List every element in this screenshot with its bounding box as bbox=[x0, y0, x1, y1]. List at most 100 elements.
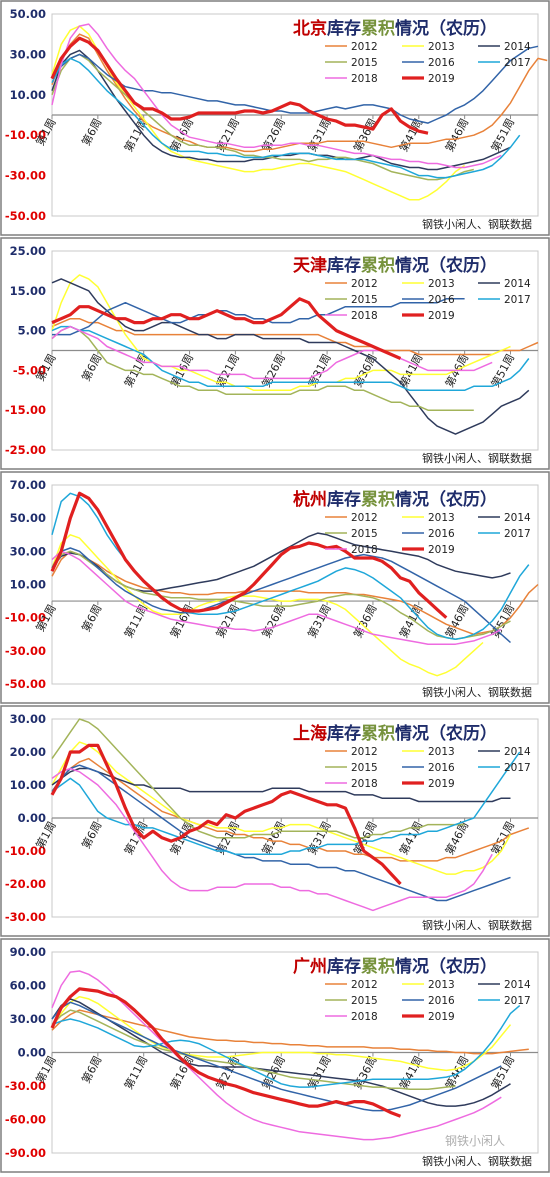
y-tick-label: 50.00 bbox=[10, 7, 46, 21]
legend-label: 2014 bbox=[504, 512, 531, 524]
legend-label: 2016 bbox=[428, 528, 455, 540]
y-tick-label: -60.00 bbox=[5, 1113, 46, 1127]
series-line-2016 bbox=[51, 45, 539, 124]
y-tick-label: 30.00 bbox=[10, 47, 46, 61]
y-tick-label: 50.00 bbox=[10, 511, 46, 525]
series-line-2017 bbox=[51, 1005, 521, 1088]
series-line-2015 bbox=[51, 1009, 456, 1091]
series-line-2015 bbox=[51, 325, 474, 411]
chart-title: 天津库存累积情况（农历） bbox=[293, 255, 497, 276]
y-tick-label: -30.00 bbox=[5, 169, 46, 183]
chart-svg: 90.0060.0030.000.00-30.00-60.00-90.00第1周… bbox=[0, 938, 550, 1173]
legend-label: 2019 bbox=[428, 1011, 455, 1023]
chart-title: 上海库存累积情况（农历） bbox=[293, 723, 497, 744]
chart-panel: 70.00 50.00 30.00 10.00 -10.00 -30.00 -50.00 第1… bbox=[0, 471, 550, 704]
legend-label: 2012 bbox=[351, 979, 378, 991]
series-line-2012 bbox=[51, 550, 539, 636]
y-tick-label: -10.00 bbox=[5, 844, 46, 858]
series-line-2016 bbox=[51, 547, 511, 644]
legend-label: 2017 bbox=[504, 995, 531, 1007]
title-part: 库存 bbox=[327, 18, 361, 39]
y-tick-label: -5.00 bbox=[13, 363, 46, 377]
series-line-2016 bbox=[52, 298, 465, 336]
legend-label: 2017 bbox=[504, 294, 531, 306]
legend-label: 2018 bbox=[351, 544, 378, 556]
series-line-2013 bbox=[51, 25, 466, 201]
legend-label: 2019 bbox=[428, 73, 455, 85]
legend-label: 2019 bbox=[428, 778, 455, 790]
y-tick-label: 10.00 bbox=[10, 778, 46, 792]
series-line-2018 bbox=[51, 23, 502, 169]
y-tick-label: -50.00 bbox=[5, 209, 46, 223]
legend-label: 2018 bbox=[351, 310, 378, 322]
title-part: 累积 bbox=[361, 957, 395, 977]
y-tick-label: 0.00 bbox=[18, 1046, 46, 1060]
legend-label: 2015 bbox=[351, 995, 378, 1007]
y-tick-label: 10.00 bbox=[10, 578, 46, 592]
series-line-2019 bbox=[50, 987, 402, 1118]
series-line-2014 bbox=[51, 998, 511, 1107]
series-line-2019 bbox=[50, 743, 402, 886]
legend-label: 2017 bbox=[504, 762, 531, 774]
legend-label: 2015 bbox=[351, 528, 378, 540]
legend-label: 2017 bbox=[504, 57, 531, 69]
source-note: 钢铁小闲人、钢联数据 bbox=[422, 451, 532, 465]
series-line-2012 bbox=[51, 317, 539, 356]
title-part: 情况（农历） bbox=[395, 956, 497, 977]
watermark: 钢铁小闲人 bbox=[445, 1134, 505, 1148]
y-tick-label: 0.00 bbox=[18, 811, 46, 825]
legend-label: 2015 bbox=[351, 294, 378, 306]
y-tick-label: -10.00 bbox=[5, 611, 46, 625]
title-part: 库存 bbox=[327, 489, 361, 510]
legend-label: 2013 bbox=[428, 979, 455, 991]
chart-panel: 50.00 30.00 10.00 -10.00 -30.00 -50.00 第1周 第6周第… bbox=[0, 0, 550, 236]
series-line-2016 bbox=[51, 1001, 502, 1112]
series-line-2014 bbox=[51, 278, 530, 435]
y-tick-label: 5.00 bbox=[18, 324, 46, 338]
legend-label: 2013 bbox=[428, 746, 455, 758]
series-line-2017 bbox=[51, 57, 521, 179]
legend-label: 2012 bbox=[351, 278, 378, 290]
source-note: 钢铁小闲人、钢联数据 bbox=[422, 1154, 532, 1168]
series-line-2019 bbox=[50, 36, 429, 135]
title-part: 累积 bbox=[361, 256, 395, 276]
title-part: 库存 bbox=[327, 255, 361, 276]
series-line-2014 bbox=[51, 767, 511, 803]
chart-panel: 30.00 20.00 10.00 0.00 -10.00 -20.00 -30.00 第1周… bbox=[0, 705, 550, 937]
chart-frame bbox=[0, 237, 550, 470]
title-part: 库存 bbox=[327, 723, 361, 744]
chart-panel: 90.00 60.00 30.00 0.00 -30.00 -60.00 -90.00 第1周… bbox=[0, 938, 550, 1173]
y-tick-label: 30.00 bbox=[10, 712, 46, 726]
chart-svg: 70.0050.0030.0010.00-10.00-30.00-50.00第1… bbox=[0, 471, 550, 704]
source-note: 钢铁小闲人、钢联数据 bbox=[422, 918, 532, 932]
chart-title: 北京库存累积情况（农历） bbox=[293, 18, 497, 39]
title-part: 情况（农历） bbox=[395, 18, 497, 39]
legend-label: 2014 bbox=[504, 41, 531, 53]
series-line-2019 bbox=[50, 491, 448, 619]
series-line-2018 bbox=[51, 767, 493, 912]
legend-label: 2012 bbox=[351, 41, 378, 53]
series-line-2016 bbox=[51, 764, 511, 902]
title-part: 情况（农历） bbox=[395, 489, 497, 510]
series-line-2015 bbox=[51, 718, 465, 839]
y-tick-label: 90.00 bbox=[10, 945, 46, 959]
legend-label: 2016 bbox=[428, 294, 455, 306]
y-tick-label: 70.00 bbox=[10, 478, 46, 492]
y-tick-label: -30.00 bbox=[5, 910, 46, 924]
title-city: 上海 bbox=[293, 723, 327, 744]
legend-label: 2018 bbox=[351, 73, 378, 85]
legend-label: 2017 bbox=[504, 528, 531, 540]
y-tick-label: -90.00 bbox=[5, 1146, 46, 1160]
legend-label: 2016 bbox=[428, 762, 455, 774]
chart-svg: 50.0030.0010.00-10.00-30.00-50.00第1周 第6周第… bbox=[0, 0, 550, 236]
chart-title: 广州库存累积情况（农历） bbox=[293, 956, 497, 977]
legend-label: 2019 bbox=[428, 310, 455, 322]
series-line-2013 bbox=[51, 741, 512, 875]
title-part: 情况（农历） bbox=[395, 255, 497, 276]
legend-label: 2015 bbox=[351, 762, 378, 774]
y-tick-label: 30.00 bbox=[10, 544, 46, 558]
y-tick-label: 10.00 bbox=[10, 88, 46, 102]
series-line-2018 bbox=[51, 325, 493, 380]
title-part: 累积 bbox=[361, 490, 395, 510]
